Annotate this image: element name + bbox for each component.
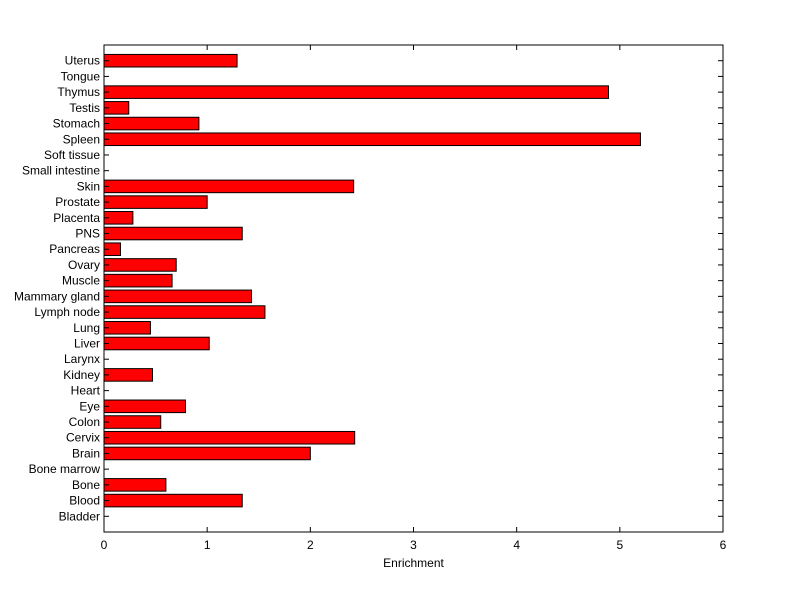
y-tick-label-small-intestine: Small intestine xyxy=(22,164,100,178)
y-tick-label-eye: Eye xyxy=(79,399,100,413)
x-tick-label-4: 4 xyxy=(513,538,520,552)
y-tick-label-soft-tissue: Soft tissue xyxy=(44,148,100,162)
x-tick-label-2: 2 xyxy=(307,538,314,552)
y-tick-label-bladder: Bladder xyxy=(59,509,100,523)
y-tick-label-heart: Heart xyxy=(71,384,101,398)
y-tick-label-bone: Bone xyxy=(72,478,100,492)
y-tick-label-larynx: Larynx xyxy=(64,352,100,366)
bar-stomach xyxy=(103,116,200,131)
y-tick-label-pns: PNS xyxy=(75,227,100,241)
y-tick-label-thymus: Thymus xyxy=(57,85,100,99)
bar-pns xyxy=(103,226,243,241)
y-tick-label-cervix: Cervix xyxy=(66,431,100,445)
bar-cervix xyxy=(103,430,356,445)
y-tick-label-mammary-gland: Mammary gland xyxy=(14,289,100,303)
y-tick-label-ovary: Ovary xyxy=(68,258,100,272)
y-tick-label-spleen: Spleen xyxy=(63,132,100,146)
bar-bone xyxy=(103,478,167,492)
bar-prostate xyxy=(103,195,208,209)
bar-lymph-node xyxy=(103,305,266,319)
x-tick-label-5: 5 xyxy=(616,538,623,552)
y-tick-label-lung: Lung xyxy=(73,321,100,335)
y-tick-label-tongue: Tongue xyxy=(61,69,101,83)
y-tick-label-stomach: Stomach xyxy=(53,117,100,131)
bar-uterus xyxy=(103,53,238,68)
y-tick-label-prostate: Prostate xyxy=(55,195,100,209)
bar-kidney xyxy=(103,368,153,382)
y-tick-label-placenta: Placenta xyxy=(53,211,100,225)
bar-liver xyxy=(103,336,210,351)
bar-spleen xyxy=(103,132,641,147)
bar-skin xyxy=(103,179,355,194)
x-axis-label: Enrichment xyxy=(383,556,444,570)
bar-lung xyxy=(103,320,151,335)
x-tick-label-3: 3 xyxy=(410,538,417,552)
y-tick-label-kidney: Kidney xyxy=(63,368,100,382)
y-tick-label-pancreas: Pancreas xyxy=(49,242,100,256)
bar-mammary-gland xyxy=(103,289,253,304)
y-tick-label-liver: Liver xyxy=(74,336,100,350)
bar-eye xyxy=(103,399,187,414)
bar-ovary xyxy=(103,258,177,272)
y-tick-label-testis: Testis xyxy=(69,101,100,115)
x-tick-label-0: 0 xyxy=(101,538,108,552)
y-tick-label-skin: Skin xyxy=(77,179,100,193)
bar-blood xyxy=(103,493,243,508)
x-tick-label-6: 6 xyxy=(720,538,727,552)
y-tick-label-uterus: Uterus xyxy=(65,54,100,68)
x-tick-label-1: 1 xyxy=(204,538,211,552)
bar-colon xyxy=(103,415,162,429)
bar-muscle xyxy=(103,273,173,288)
y-tick-label-bone-marrow: Bone marrow xyxy=(29,462,101,476)
bar-thymus xyxy=(103,85,609,99)
y-tick-label-brain: Brain xyxy=(72,446,100,460)
y-tick-label-blood: Blood xyxy=(69,494,100,508)
bar-brain xyxy=(103,446,311,461)
y-tick-label-lymph-node: Lymph node xyxy=(34,305,100,319)
y-tick-label-muscle: Muscle xyxy=(62,274,100,288)
y-tick-label-colon: Colon xyxy=(69,415,100,429)
plot-frame xyxy=(103,44,724,533)
